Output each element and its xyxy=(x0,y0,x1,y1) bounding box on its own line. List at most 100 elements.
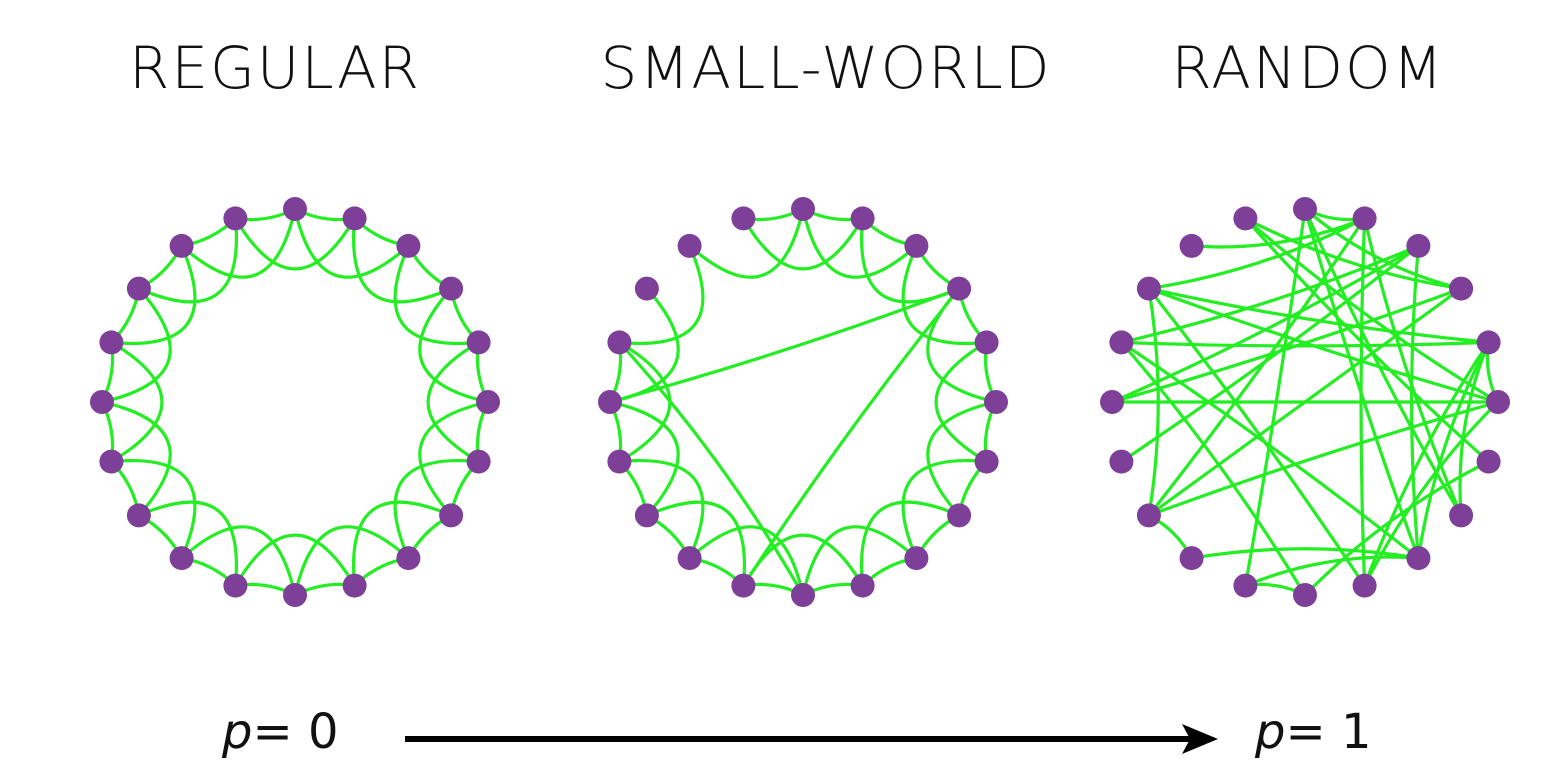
network-edge xyxy=(1303,207,1420,560)
network-node xyxy=(974,330,999,355)
p-start-var: p xyxy=(221,704,252,760)
network-edge xyxy=(617,340,805,597)
network-node xyxy=(1486,390,1510,414)
small-world-network xyxy=(598,197,1008,607)
network-node xyxy=(1233,573,1258,598)
network-node xyxy=(466,330,491,355)
network-edge xyxy=(1303,207,1463,517)
network-edge xyxy=(1363,400,1500,588)
network-node xyxy=(634,276,659,301)
network-edge xyxy=(233,533,357,588)
network-node xyxy=(1109,330,1134,355)
network-edge xyxy=(1243,216,1463,291)
network-node xyxy=(396,546,421,571)
network-node xyxy=(984,390,1008,414)
random-network xyxy=(1100,197,1510,607)
network-node xyxy=(1233,206,1258,231)
network-node xyxy=(1406,233,1431,258)
network-edge xyxy=(233,216,357,271)
network-node xyxy=(731,573,756,598)
network-edge xyxy=(1147,287,1160,517)
network-node xyxy=(1352,206,1377,231)
network-node xyxy=(607,330,632,355)
p-end-label: p= 1 xyxy=(1254,704,1371,760)
network-node xyxy=(1100,390,1124,414)
network-edge xyxy=(741,287,961,588)
network-node xyxy=(1179,546,1204,571)
network-node xyxy=(342,206,367,231)
network-edge xyxy=(617,340,672,464)
network-edge xyxy=(393,244,481,345)
network-node xyxy=(99,330,124,355)
network-node xyxy=(607,449,632,474)
network-node xyxy=(1179,233,1204,258)
network-node xyxy=(1293,197,1317,221)
network-edge xyxy=(688,207,805,279)
network-edge xyxy=(180,525,297,597)
network-node xyxy=(99,449,124,474)
network-node xyxy=(1136,503,1161,528)
network-edge xyxy=(1243,555,1420,588)
network-node xyxy=(439,503,464,528)
network-edge xyxy=(1243,216,1500,404)
network-edge xyxy=(1147,287,1463,517)
network-edge xyxy=(860,500,961,588)
p-end-var: p xyxy=(1254,704,1285,760)
network-edge xyxy=(109,459,197,560)
network-node xyxy=(342,573,367,598)
network-node xyxy=(791,583,815,607)
network-edge xyxy=(293,207,410,279)
network-node xyxy=(791,197,815,221)
network-node xyxy=(126,276,151,301)
network-edge xyxy=(352,216,453,304)
network-edge xyxy=(426,340,481,464)
network-node xyxy=(1406,546,1431,571)
network-edge xyxy=(901,244,989,345)
network-edge xyxy=(1190,216,1367,249)
network-edge xyxy=(1119,340,1420,560)
network-edge xyxy=(352,500,453,588)
network-edge xyxy=(1119,340,1491,348)
network-node xyxy=(731,206,756,231)
network-edge xyxy=(934,340,989,464)
network-edge xyxy=(1416,340,1491,560)
network-edge xyxy=(645,500,746,588)
network-edge xyxy=(617,244,705,345)
network-edge xyxy=(418,400,490,517)
network-edge xyxy=(901,459,989,560)
network-node xyxy=(1293,583,1317,607)
network-edge xyxy=(293,525,410,597)
network-node xyxy=(90,390,114,414)
network-edge xyxy=(1147,287,1500,404)
network-node xyxy=(1476,449,1501,474)
network-node xyxy=(466,449,491,474)
network-node xyxy=(904,233,929,258)
network-node xyxy=(1449,276,1474,301)
network-edge xyxy=(1303,460,1491,597)
right-arrow-icon xyxy=(405,724,1218,754)
network-edge xyxy=(137,500,238,588)
network-node xyxy=(850,206,875,231)
network-node xyxy=(283,583,307,607)
network-node xyxy=(476,390,500,414)
network-node xyxy=(947,276,972,301)
network-edge xyxy=(109,340,164,464)
network-edge xyxy=(1303,207,1463,291)
network-edge xyxy=(617,459,705,560)
network-edge xyxy=(109,244,197,345)
network-edge xyxy=(180,207,297,279)
network-edge xyxy=(1410,244,1420,560)
network-node xyxy=(396,233,421,258)
network-node xyxy=(947,503,972,528)
network-edge xyxy=(1190,547,1420,560)
network-node xyxy=(677,233,702,258)
network-node xyxy=(1109,449,1134,474)
network-node xyxy=(904,546,929,571)
network-node xyxy=(439,276,464,301)
title-small-world: SMALL-WORLD xyxy=(601,34,1052,102)
network-node xyxy=(169,233,194,258)
network-edge xyxy=(926,400,998,517)
network-edge xyxy=(1243,207,1307,588)
p-start-value: = 0 xyxy=(252,704,338,760)
